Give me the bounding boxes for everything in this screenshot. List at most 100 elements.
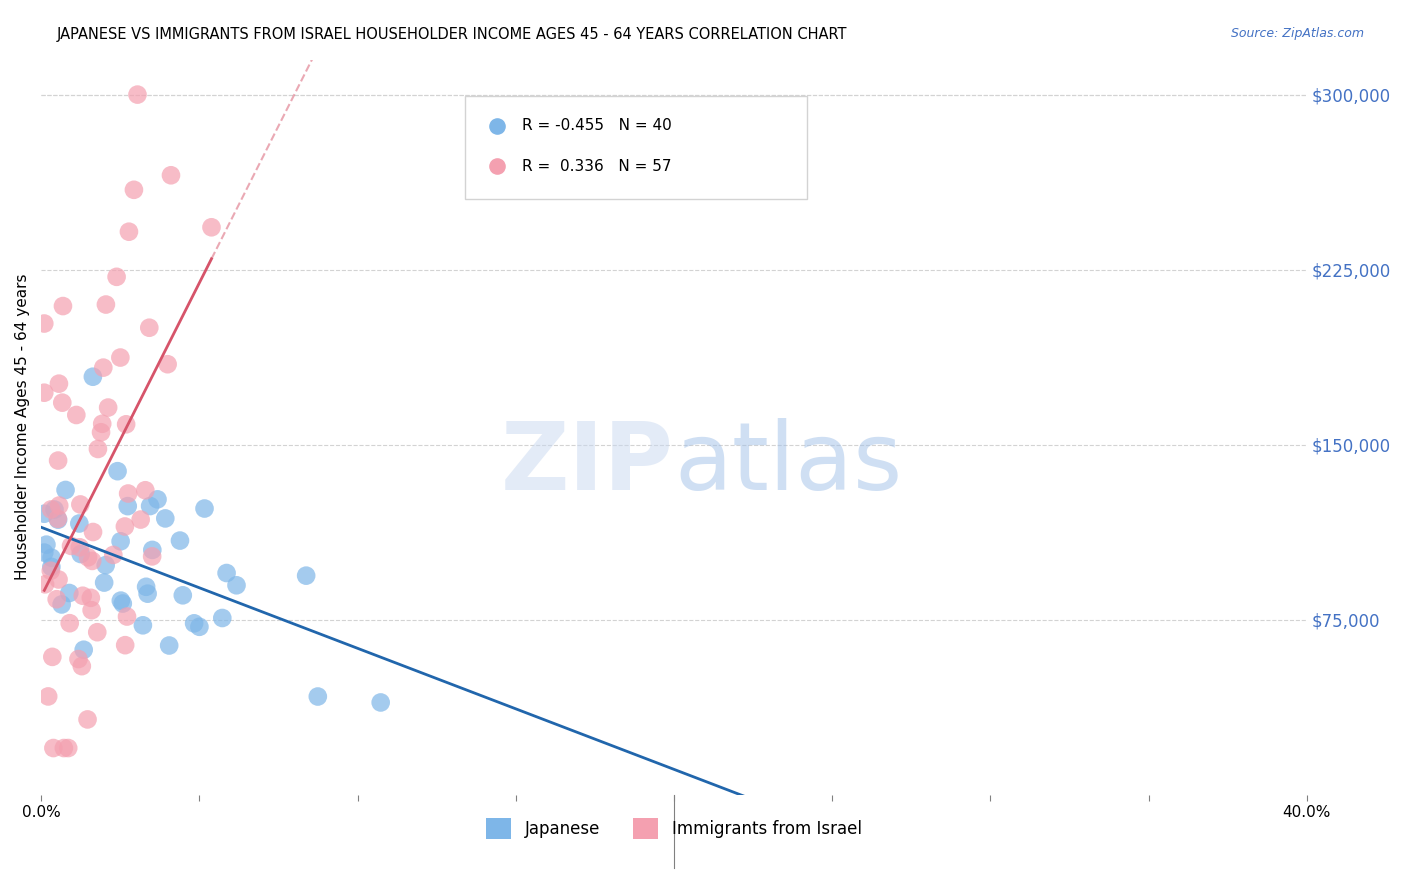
Point xyxy=(46,513,69,527)
Text: ZIP: ZIP xyxy=(501,418,673,510)
Point xyxy=(138,320,160,334)
Point xyxy=(67,516,90,531)
Y-axis label: Householder Income Ages 45 - 64 years: Householder Income Ages 45 - 64 years xyxy=(15,274,30,581)
Point xyxy=(42,741,65,756)
Point xyxy=(115,609,138,624)
Point xyxy=(107,464,129,478)
Point xyxy=(48,376,70,391)
Point xyxy=(141,549,163,564)
FancyBboxPatch shape xyxy=(465,96,807,199)
Point xyxy=(295,568,318,582)
Point xyxy=(72,589,94,603)
Point xyxy=(34,577,56,591)
Point xyxy=(118,225,141,239)
Point xyxy=(90,425,112,440)
Point xyxy=(156,357,179,371)
Point xyxy=(307,690,329,704)
Point xyxy=(44,502,66,516)
Point xyxy=(51,598,73,612)
Point xyxy=(136,587,159,601)
Point xyxy=(32,385,55,400)
Text: R =  0.336   N = 57: R = 0.336 N = 57 xyxy=(522,159,672,174)
Point xyxy=(134,483,156,498)
Text: atlas: atlas xyxy=(673,418,903,510)
Point xyxy=(215,566,238,580)
Point xyxy=(200,220,222,235)
Point xyxy=(160,168,183,182)
Point xyxy=(86,625,108,640)
Point xyxy=(146,492,169,507)
Point xyxy=(37,690,59,704)
Point xyxy=(69,498,91,512)
Point xyxy=(139,499,162,513)
Point xyxy=(114,638,136,652)
Point xyxy=(32,507,55,521)
Point xyxy=(193,501,215,516)
Point xyxy=(45,592,67,607)
Legend: Japanese, Immigrants from Israel: Japanese, Immigrants from Israel xyxy=(479,812,869,846)
Point xyxy=(69,541,91,555)
Point xyxy=(82,524,104,539)
Point xyxy=(132,618,155,632)
Point xyxy=(114,519,136,533)
Point xyxy=(39,502,62,516)
Point xyxy=(87,442,110,456)
Point xyxy=(46,453,69,467)
Point xyxy=(60,539,83,553)
Point xyxy=(127,87,149,102)
Point xyxy=(91,417,114,431)
Point xyxy=(48,573,70,587)
Point xyxy=(129,512,152,526)
Point xyxy=(82,369,104,384)
Point xyxy=(46,512,69,526)
Point xyxy=(39,564,62,578)
Point xyxy=(59,616,82,631)
Point xyxy=(91,360,114,375)
Point xyxy=(32,545,55,559)
Point xyxy=(41,649,63,664)
Point xyxy=(225,578,247,592)
Point xyxy=(41,559,63,574)
Point xyxy=(117,499,139,513)
Point xyxy=(58,741,80,756)
Point xyxy=(35,538,58,552)
Point xyxy=(141,542,163,557)
Point xyxy=(122,183,145,197)
Point xyxy=(58,586,80,600)
Point xyxy=(110,351,132,365)
Point xyxy=(110,534,132,549)
Point xyxy=(1168,788,1191,802)
Point xyxy=(211,611,233,625)
Point xyxy=(135,580,157,594)
Point xyxy=(93,575,115,590)
Point xyxy=(117,486,139,500)
Point xyxy=(32,317,55,331)
Point xyxy=(52,741,75,756)
Point xyxy=(51,395,73,409)
Point xyxy=(70,659,93,673)
Point xyxy=(1168,788,1191,802)
Point xyxy=(155,511,177,525)
Point xyxy=(169,533,191,548)
Point xyxy=(52,299,75,313)
Point xyxy=(65,408,87,422)
Point xyxy=(69,547,91,561)
Point xyxy=(370,696,392,710)
Point xyxy=(48,499,70,513)
Point xyxy=(82,554,104,568)
Point xyxy=(55,483,77,497)
Point xyxy=(110,593,132,607)
Point xyxy=(41,550,63,565)
Point xyxy=(115,417,138,432)
Point xyxy=(188,620,211,634)
Point xyxy=(94,297,117,311)
Point xyxy=(172,588,194,602)
Point xyxy=(76,713,98,727)
Point xyxy=(80,603,103,617)
Point xyxy=(157,639,180,653)
Point xyxy=(67,652,90,666)
Text: JAPANESE VS IMMIGRANTS FROM ISRAEL HOUSEHOLDER INCOME AGES 45 - 64 YEARS CORRELA: JAPANESE VS IMMIGRANTS FROM ISRAEL HOUSE… xyxy=(56,27,846,42)
Text: R = -0.455   N = 40: R = -0.455 N = 40 xyxy=(522,119,672,133)
Point xyxy=(103,548,125,562)
Point xyxy=(73,642,96,657)
